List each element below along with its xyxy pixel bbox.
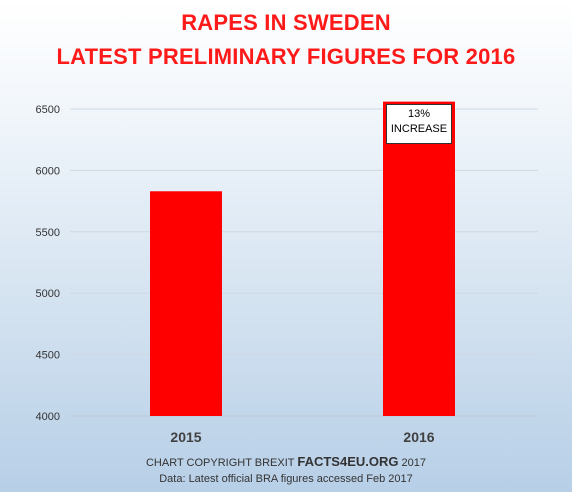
annotation-label: INCREASE xyxy=(390,122,448,135)
footer-source: Data: Latest official BRA figures access… xyxy=(159,473,413,485)
footer-brand: FACTS4EU.ORG xyxy=(297,454,399,469)
bar-2016 xyxy=(383,101,455,416)
increase-annotation: 13% INCREASE xyxy=(386,103,452,144)
y-tick-label: 5000 xyxy=(36,288,60,300)
chart-subtitle: LATEST PRELIMINARY FIGURES FOR 2016 xyxy=(56,44,516,69)
bar-2015 xyxy=(150,191,222,416)
y-tick-label: 6000 xyxy=(36,165,60,177)
y-tick-label: 6500 xyxy=(36,104,60,116)
y-tick-label: 4500 xyxy=(36,350,60,362)
x-tick-label: 2015 xyxy=(170,429,201,445)
footer-copyright-prefix: CHART COPYRIGHT BREXIT xyxy=(145,457,295,469)
y-tick-label: 4000 xyxy=(36,411,60,423)
x-tick-label: 2016 xyxy=(403,429,434,445)
annotation-percent: 13% xyxy=(407,107,431,120)
footer-copyright: CHART COPYRIGHT BREXIT FACTS4EU.ORG 2017 xyxy=(0,454,572,469)
y-tick-label: 5500 xyxy=(36,227,60,239)
footer-copyright-year: 2017 xyxy=(401,457,427,469)
chart-title: RAPES IN SWEDEN xyxy=(181,10,391,35)
